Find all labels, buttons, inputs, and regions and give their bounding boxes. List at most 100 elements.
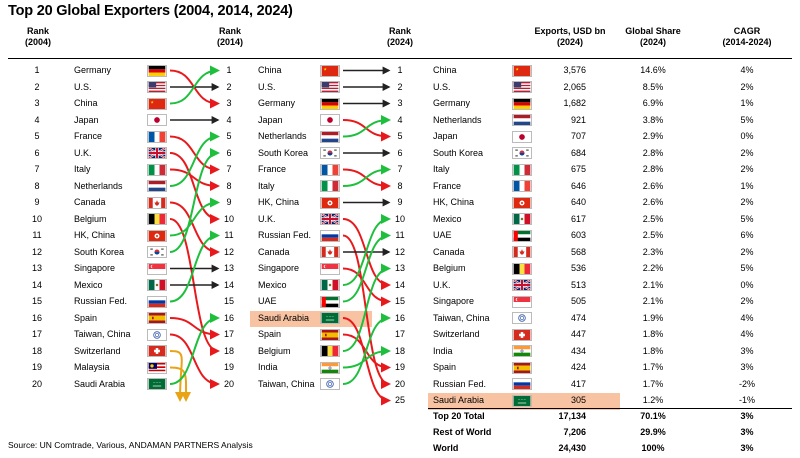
country-2014-flag-icon: ★ xyxy=(320,64,340,77)
rank-2014: 11 xyxy=(224,230,234,240)
country-2004: South Korea xyxy=(74,246,125,257)
country-2024: Mexico xyxy=(433,213,462,224)
move-arrow-2004-2014 xyxy=(169,197,220,237)
country-2004: China xyxy=(74,98,98,108)
country-2014: HK, China xyxy=(258,197,300,207)
cagr-value: 5% xyxy=(740,114,754,125)
country-2004: Saudi Arabia xyxy=(74,378,126,389)
share-value: 2.2% xyxy=(642,263,664,273)
exports-header: Exports, USD bn (2024) xyxy=(534,26,606,47)
rank-2024: 12 xyxy=(394,246,405,257)
country-2024-flag-icon xyxy=(512,378,532,390)
country-2014-flag-icon xyxy=(320,180,340,192)
cagr-value: 3% xyxy=(740,345,754,356)
exports-value: 707 xyxy=(570,131,586,141)
rank-2024: 13 xyxy=(394,263,405,273)
rank-2004: 7 xyxy=(34,164,40,174)
move-arrow-2014-2024 xyxy=(342,115,391,138)
rank-2004: 12 xyxy=(31,246,42,257)
rank-2014: 20 xyxy=(223,378,234,389)
share-value: 2.9% xyxy=(642,131,664,141)
rank-2014: 18 xyxy=(223,345,234,356)
move-arrow-2004-2014 xyxy=(169,148,220,253)
exports-value: 447 xyxy=(570,329,586,339)
country-2024: Canada xyxy=(433,246,465,257)
country-2004: Mexico xyxy=(74,279,103,290)
country-2004-flag-icon xyxy=(147,81,167,93)
rank-2004: 5 xyxy=(34,131,40,141)
totals-share: 100% xyxy=(641,443,665,453)
cagr-value: -2% xyxy=(738,378,755,389)
rank-2004: 4 xyxy=(34,114,40,125)
exports-value: 474 xyxy=(570,312,586,323)
share-value: 2.8% xyxy=(642,164,664,174)
country-2004: Canada xyxy=(74,197,106,207)
country-2014: Belgium xyxy=(258,345,291,356)
country-2014: Mexico xyxy=(258,279,287,290)
share-value: 3.8% xyxy=(642,114,664,125)
country-2004-flag-icon xyxy=(147,229,167,242)
country-2024: India xyxy=(433,345,453,356)
country-2024: Germany xyxy=(433,98,471,108)
share-value: 8.5% xyxy=(642,81,664,92)
move-arrow-2004-2014 xyxy=(169,317,220,340)
country-2004-flag-icon xyxy=(147,262,167,275)
country-2024: France xyxy=(433,180,462,191)
exports-value: 568 xyxy=(570,246,586,257)
country-2024-flag-icon xyxy=(512,246,532,258)
cagr-header: CAGR (2014-2024) xyxy=(722,26,772,47)
country-2004: Belgium xyxy=(74,213,107,224)
rank-2014: 15 xyxy=(223,296,234,306)
cagr-value: 2% xyxy=(740,296,754,306)
country-2024-flag-icon xyxy=(512,361,532,374)
country-2014-flag-icon xyxy=(320,295,340,308)
exports-value: 2,065 xyxy=(563,81,586,92)
rank-2014: 12 xyxy=(223,246,234,257)
country-2024: U.K. xyxy=(433,279,451,290)
rank-2024: 20 xyxy=(394,378,405,389)
share-value: 6.9% xyxy=(642,98,664,108)
country-2004: Germany xyxy=(74,65,112,75)
country-2004-flag-icon xyxy=(147,328,167,341)
rank-2024-header: Rank (2024) xyxy=(386,26,413,47)
rank-2024: 3 xyxy=(397,98,403,108)
country-2024: Saudi Arabia xyxy=(433,395,485,405)
cagr-value: 1% xyxy=(740,98,754,108)
highlight-2014-row xyxy=(250,310,372,327)
country-2014: U.S. xyxy=(258,81,276,92)
exports-value: 513 xyxy=(570,279,586,290)
country-2004-flag-icon: ~~~ xyxy=(147,378,167,390)
totals-label: Rest of World xyxy=(433,427,492,437)
move-arrow-2004-2014 xyxy=(169,168,220,191)
move-arrow-2004-2014 xyxy=(169,131,220,187)
country-2024-flag-icon xyxy=(512,312,532,324)
country-2014-flag-icon xyxy=(320,114,340,126)
country-2014: Germany xyxy=(258,98,296,108)
country-2014: China xyxy=(258,65,282,75)
page-title: Top 20 Global Exporters (2004, 2014, 202… xyxy=(8,3,293,19)
country-2024-flag-icon xyxy=(512,114,532,126)
country-2004: Spain xyxy=(74,312,98,323)
move-arrow-2004-2014 xyxy=(169,135,220,175)
rank-2024: 5 xyxy=(397,131,403,141)
rank-2024: 11 xyxy=(395,230,405,240)
move-arrow-2004-2014 xyxy=(169,65,220,105)
rank-2004: 1 xyxy=(34,65,40,75)
country-2014: Japan xyxy=(258,114,283,125)
country-2014: Taiwan, China xyxy=(258,378,315,389)
country-2014: Italy xyxy=(258,180,275,191)
svg-text:★: ★ xyxy=(515,66,519,71)
cagr-value: 2% xyxy=(740,81,754,92)
rank-2004: 17 xyxy=(31,329,42,339)
country-2024-flag-icon xyxy=(512,163,532,176)
rank-2004: 16 xyxy=(31,312,42,323)
country-2014-flag-icon xyxy=(320,213,340,225)
country-2004-flag-icon xyxy=(147,180,167,192)
country-2024-flag-icon xyxy=(512,130,532,143)
country-2024-flag-icon xyxy=(512,279,532,291)
cagr-value: 2% xyxy=(740,164,754,174)
rank-2014: 14 xyxy=(223,279,234,290)
country-2024-flag-icon xyxy=(512,262,532,275)
rank-2024: 17 xyxy=(394,329,405,339)
